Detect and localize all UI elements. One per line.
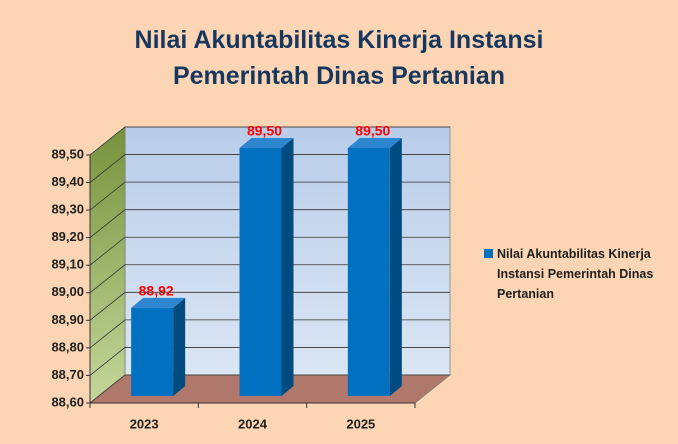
- legend-label: Nilai Akuntabilitas Kinerja Instansi Pem…: [497, 247, 654, 301]
- y-tick-label: 88,80: [51, 339, 84, 354]
- bar-side: [173, 297, 186, 396]
- bar-top: [131, 297, 186, 308]
- grid-line: [89, 291, 450, 321]
- grid-line: [89, 374, 450, 404]
- y-tick-label: 89,10: [51, 257, 84, 272]
- x-tick-label: 2023: [130, 416, 159, 431]
- y-tick-label: 88,70: [51, 367, 84, 382]
- bar-top: [239, 138, 294, 148]
- y-tick-label: 89,50: [51, 146, 84, 161]
- y-tick-label: 88,90: [51, 312, 84, 327]
- value-label: 88,92: [139, 283, 174, 299]
- chart-title: Nilai Akuntabilitas Kinerja Instansi Pem…: [0, 22, 678, 94]
- bar-front: [347, 148, 390, 396]
- grid-line: [89, 264, 450, 294]
- y-tick-label: 88,60: [51, 394, 84, 409]
- value-label: 89,50: [355, 123, 390, 139]
- grid-line: [89, 181, 450, 211]
- bar-side: [389, 138, 402, 396]
- y-tick-label: 89,00: [51, 284, 84, 299]
- grid-line: [89, 319, 450, 349]
- bar-front: [239, 148, 282, 396]
- x-tick-label: 2025: [346, 416, 375, 431]
- y-tick-label: 89,40: [51, 174, 84, 189]
- bar-side: [281, 138, 294, 396]
- title-line: Pemerintah Dinas Pertanian: [172, 62, 506, 90]
- bar: [347, 138, 402, 396]
- title-line: Nilai Akuntabilitas Kinerja Instansi: [134, 26, 544, 54]
- bar: [239, 138, 294, 396]
- grid-line: [89, 347, 450, 376]
- bar-top: [347, 138, 402, 148]
- grid-line: [89, 209, 450, 238]
- y-tick-label: 89,20: [51, 229, 84, 244]
- value-label: 89,50: [247, 123, 282, 139]
- x-tick-label: 2024: [238, 416, 268, 431]
- grid-line: [89, 236, 450, 266]
- legend-swatch: [484, 249, 493, 258]
- grid-line: [89, 154, 450, 183]
- bar-front: [131, 307, 174, 396]
- y-tick-label: 89,30: [51, 202, 84, 217]
- bar: [131, 297, 186, 396]
- grid-line: [89, 126, 450, 156]
